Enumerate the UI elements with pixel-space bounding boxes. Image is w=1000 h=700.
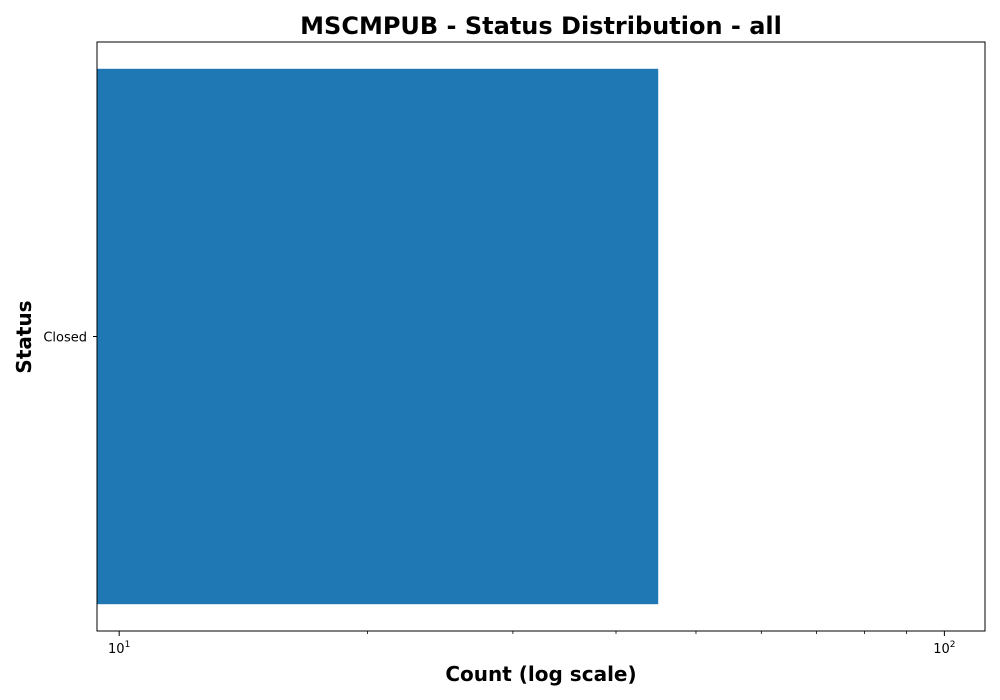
y-axis-label: Status xyxy=(12,300,36,373)
x-tick-label: 101 xyxy=(108,640,130,657)
axis-ticks: Closed 101 102 xyxy=(43,331,955,658)
bar-closed xyxy=(97,68,659,605)
y-tick-label: Closed xyxy=(43,331,87,346)
plot-area xyxy=(97,68,659,605)
x-tick-label: 102 xyxy=(933,640,955,657)
x-axis-label: Count (log scale) xyxy=(445,662,636,686)
chart-title: MSCMPUB - Status Distribution - all xyxy=(300,12,782,40)
